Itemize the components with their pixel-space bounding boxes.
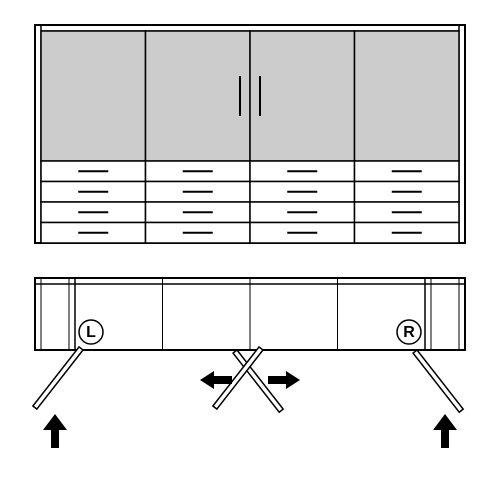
arrow-up-icon <box>433 414 457 448</box>
leaf-0 <box>33 347 83 409</box>
door <box>41 31 146 161</box>
arrow-left-icon <box>200 371 232 389</box>
label-right-text: R <box>403 324 415 341</box>
arrow-right-icon <box>268 371 300 389</box>
label-left-text: L <box>86 324 96 341</box>
leaf-3 <box>413 350 463 412</box>
arrow-up-icon <box>43 414 67 448</box>
door <box>355 31 460 161</box>
door <box>146 31 251 161</box>
diagram-root: LR <box>0 0 500 500</box>
door <box>250 31 355 161</box>
